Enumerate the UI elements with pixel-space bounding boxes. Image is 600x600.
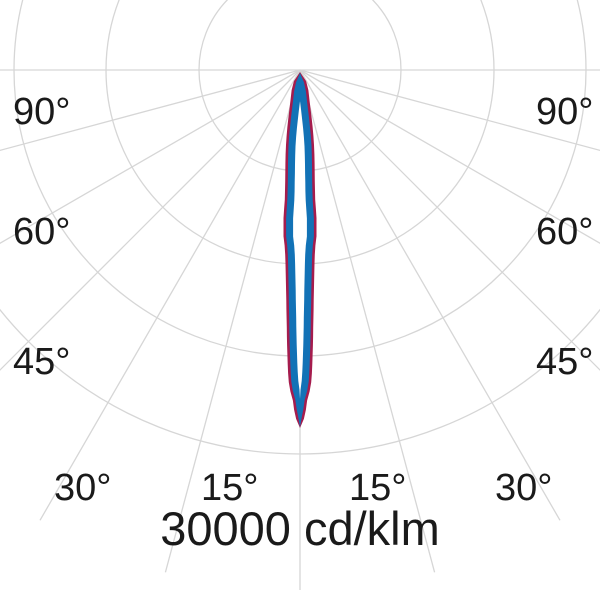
svg-text:30°: 30° [54, 467, 111, 509]
svg-text:30000 cd/klm: 30000 cd/klm [160, 502, 440, 555]
svg-text:45°: 45° [13, 341, 70, 383]
svg-text:60°: 60° [13, 211, 70, 253]
svg-text:60°: 60° [536, 211, 593, 253]
svg-text:30°: 30° [495, 467, 552, 509]
svg-text:45°: 45° [536, 341, 593, 383]
svg-text:90°: 90° [13, 91, 70, 133]
svg-text:90°: 90° [536, 91, 593, 133]
